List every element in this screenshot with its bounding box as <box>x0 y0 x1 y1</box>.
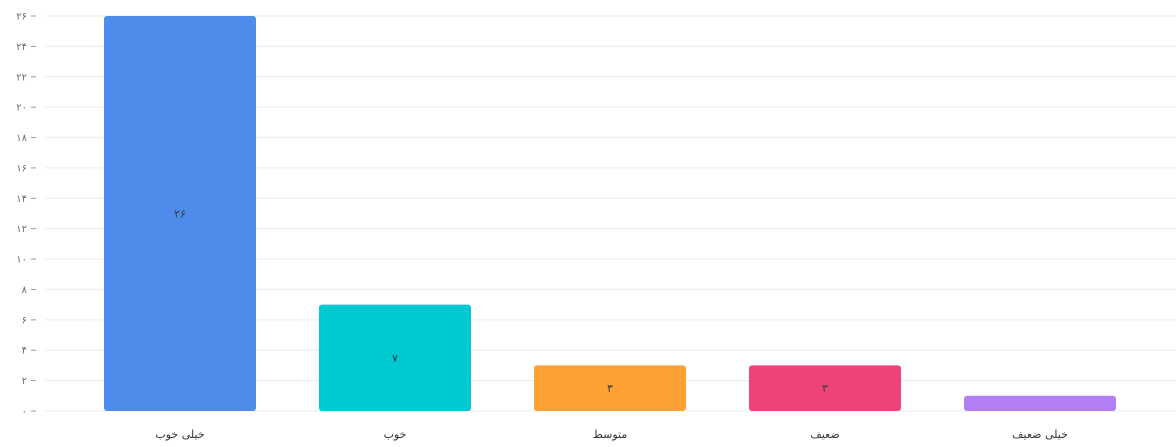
y-tick-label: ۸ <box>22 285 28 296</box>
y-tick-label: ۲۶ <box>16 12 27 23</box>
y-tick-label: ۰ <box>22 407 27 418</box>
x-category-label: ضعیف <box>810 428 839 441</box>
y-tick-label: ۶ <box>22 315 27 326</box>
bar-value-label: ۷ <box>392 352 398 365</box>
x-category-label: خیلی ضعیف <box>1012 428 1068 441</box>
bar <box>319 304 471 411</box>
y-tick-label: ۲ <box>22 376 27 387</box>
bar-value-label: ۳ <box>607 382 613 395</box>
bar <box>964 395 1116 411</box>
bar <box>104 16 256 411</box>
bar <box>749 365 901 411</box>
bar <box>534 365 686 411</box>
y-tick-label: ۱۲ <box>16 224 27 235</box>
y-tick-label: ۱۴ <box>16 194 27 205</box>
y-tick-label: ۱۰ <box>16 255 27 266</box>
y-tick-label: ۴ <box>22 346 27 357</box>
x-axis: خیلی خوب خوب متوسط ضعیف خیلی ضعیف <box>155 428 1068 441</box>
bars: ۲۶ ۷ ۳ ۳ <box>104 16 1116 411</box>
x-category-label: خوب <box>384 428 407 441</box>
bar-value-label: ۲۶ <box>174 208 186 221</box>
bar-value-label: ۳ <box>822 382 828 395</box>
y-tick-label: ۲۲ <box>16 72 27 83</box>
y-tick-label: ۲۰ <box>16 103 27 114</box>
y-tick-label: ۲۴ <box>16 42 27 53</box>
y-tick-label: ۱۸ <box>16 133 27 144</box>
y-tick-label: ۱۶ <box>16 163 27 174</box>
x-category-label: متوسط <box>593 428 628 441</box>
x-category-label: خیلی خوب <box>155 428 204 441</box>
